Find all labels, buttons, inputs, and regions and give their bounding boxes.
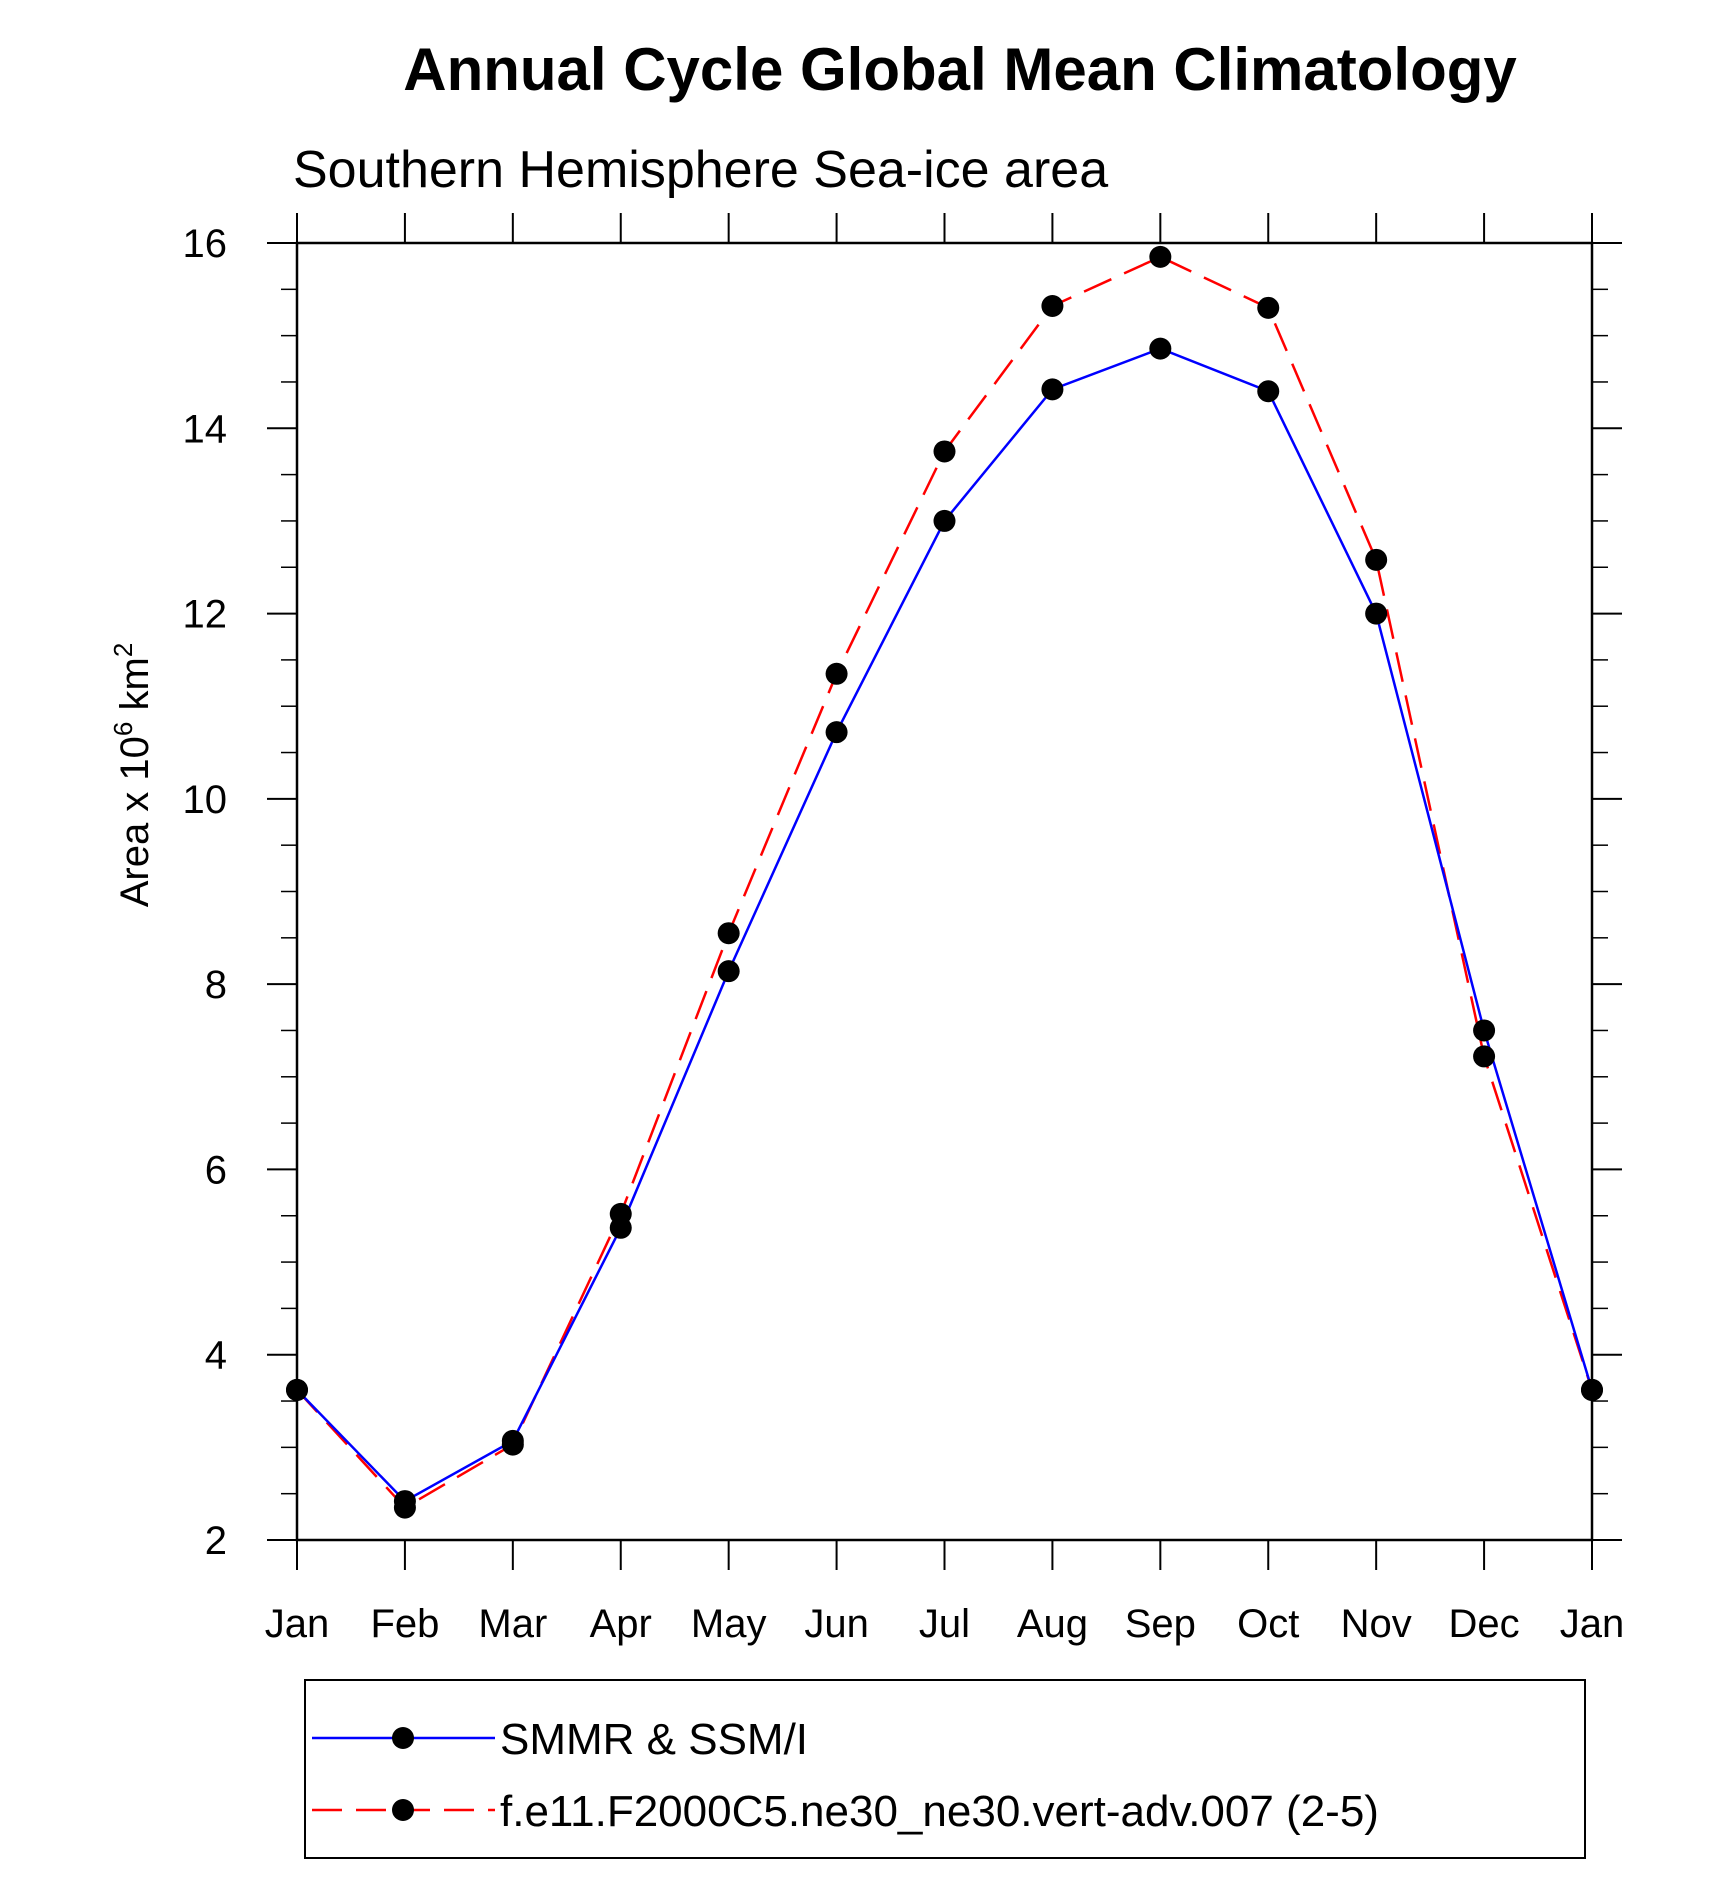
axis-ticks: 2 4 6 8 10 12 14 16 Jan Feb Mar Apr May Jun Jul Aug Sep O… — [183, 213, 1625, 1646]
y-tick-label: 8 — [205, 963, 227, 1007]
data-point — [1041, 378, 1064, 401]
x-tick-label: Feb — [370, 1602, 439, 1646]
y-axis-label-exp: 6 — [108, 722, 138, 736]
x-tick-label: Mar — [478, 1602, 547, 1646]
plot-border — [295, 241, 1594, 1542]
y-tick-label: 10 — [183, 778, 228, 822]
x-tick-label: Oct — [1237, 1602, 1299, 1646]
data-point — [609, 1202, 632, 1225]
data-point — [933, 509, 956, 532]
plot-frame — [295, 241, 1594, 1542]
data-point — [717, 960, 740, 983]
data-point — [1257, 380, 1280, 403]
y-axis-label-main: Area x 10 — [113, 736, 157, 907]
data-point — [393, 1496, 416, 1519]
data-point — [1473, 1019, 1496, 1042]
data-point — [286, 1378, 308, 1401]
y-axis-label-unit-exp: 2 — [108, 643, 138, 657]
data-point — [501, 1433, 524, 1456]
x-tick-label: May — [691, 1602, 767, 1646]
x-tick-label: Apr — [590, 1602, 652, 1646]
x-tick-label: Aug — [1017, 1602, 1088, 1646]
data-point — [1257, 296, 1280, 319]
y-tick-label: 4 — [205, 1334, 227, 1378]
chart-title: Annual Cycle Global Mean Climatology — [403, 36, 1517, 103]
data-point — [1473, 1045, 1496, 1068]
x-tick-label: Jul — [919, 1602, 970, 1646]
legend-marker — [392, 1727, 414, 1749]
legend-marker — [392, 1799, 414, 1821]
x-tick-label: Jan — [1560, 1602, 1625, 1646]
data-point — [825, 721, 848, 744]
legend-box — [304, 1679, 1586, 1859]
data-point — [717, 922, 740, 945]
data-point — [1149, 337, 1172, 360]
x-tick-label: Sep — [1125, 1602, 1196, 1646]
x-tick-label: Dec — [1449, 1602, 1520, 1646]
chart-subtitle: Southern Hemisphere Sea-ice area — [293, 141, 1108, 199]
x-tick-label: Jan — [265, 1602, 330, 1646]
legend-label: f.e11.F2000C5.ne30_ne30.vert-adv.007 (2-… — [500, 1787, 1379, 1836]
data-point — [933, 440, 956, 463]
series — [286, 245, 1603, 1519]
y-axis-label-unit: km — [113, 657, 157, 721]
x-tick-label: Nov — [1341, 1602, 1412, 1646]
y-tick-label: 2 — [205, 1519, 227, 1563]
legend: SMMR & SSM/I f.e11.F2000C5.ne30_ne30.vert… — [304, 1679, 1586, 1859]
svg-text:Area x 106 km2: Area x 106 km2 — [108, 643, 157, 908]
data-point — [1365, 602, 1388, 625]
data-point — [1041, 294, 1064, 317]
data-point — [825, 662, 848, 685]
data-point — [1149, 245, 1172, 268]
data-point — [1365, 548, 1388, 571]
y-tick-label: 16 — [183, 222, 228, 266]
y-tick-label: 12 — [183, 593, 228, 637]
y-tick-label: 14 — [183, 407, 228, 451]
y-tick-label: 6 — [205, 1148, 227, 1192]
data-point — [1581, 1378, 1603, 1401]
y-axis-label: Area x 106 km2 — [108, 643, 157, 908]
legend-label: SMMR & SSM/I — [500, 1715, 808, 1764]
x-tick-label: Jun — [804, 1602, 869, 1646]
